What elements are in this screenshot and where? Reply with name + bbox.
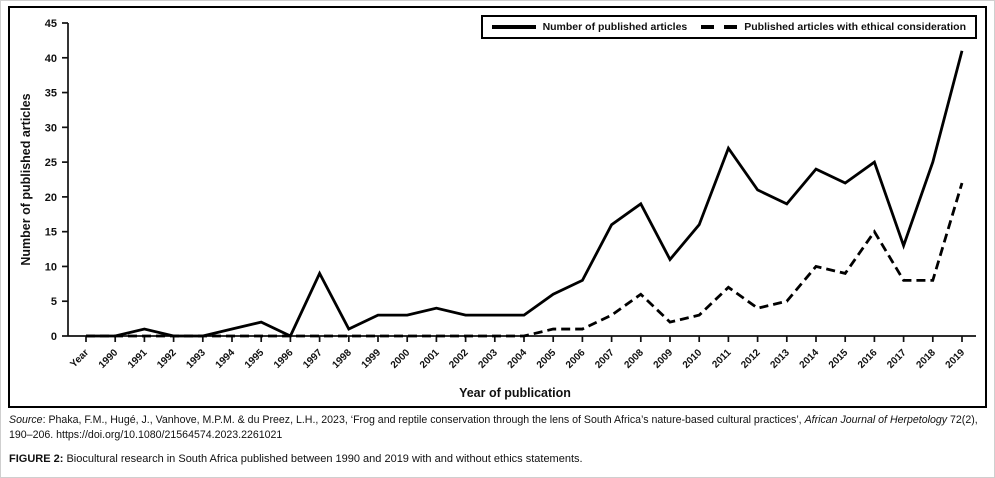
chart-legend: Number of published articles Published a… [480,15,977,39]
legend-item-published-articles: Number of published articles [491,21,688,33]
svg-text:2002: 2002 [447,347,471,371]
chart-frame: 0 5 10 15 20 25 30 35 40 45 Year 1990 1991 1992 1993 19… [8,6,987,408]
figure-caption: FIGURE 2: Biocultural research in South … [9,453,991,465]
source-text: : Phaka, F.M., Hugé, J., Vanhove, M.P.M.… [42,414,805,426]
journal-name: African Journal of Herpetology [804,414,948,426]
svg-text:2005: 2005 [535,347,559,371]
svg-text:1990: 1990 [97,347,121,371]
svg-text:1992: 1992 [155,347,179,371]
svg-text:2014: 2014 [798,347,822,371]
svg-text:2006: 2006 [564,347,588,371]
svg-text:2010: 2010 [681,347,705,371]
svg-text:45: 45 [45,18,57,30]
svg-text:2003: 2003 [476,347,500,371]
legend-label-published-articles: Number of published articles [542,21,688,33]
svg-text:2011: 2011 [710,347,733,370]
svg-text:25: 25 [45,157,57,169]
svg-text:10: 10 [45,261,57,273]
caption-text: Biocultural research in South Africa pub… [66,453,583,465]
svg-text:1993: 1993 [184,347,208,371]
svg-text:1995: 1995 [243,347,267,371]
svg-text:1996: 1996 [272,347,296,371]
svg-text:2016: 2016 [856,347,880,371]
svg-text:Number of published articles: Number of published articles [19,93,33,265]
svg-text:Year: Year [68,347,91,370]
svg-text:2008: 2008 [622,347,646,371]
svg-text:2017: 2017 [885,347,909,371]
svg-text:30: 30 [45,122,57,134]
source-tail: 72(2), 190–206. https://doi.org/10.1080/… [9,414,978,442]
svg-text:2000: 2000 [389,347,413,371]
svg-text:2007: 2007 [593,347,617,371]
legend-label-ethical-consideration: Published articles with ethical consider… [744,21,966,33]
svg-text:2019: 2019 [944,347,968,371]
svg-text:1999: 1999 [360,347,384,371]
svg-text:2013: 2013 [768,347,792,371]
svg-text:1994: 1994 [214,347,238,371]
svg-text:1998: 1998 [330,347,354,371]
svg-text:35: 35 [45,88,57,100]
source-label: Source [9,414,43,426]
svg-text:2009: 2009 [652,347,676,371]
svg-text:Year of publication: Year of publication [459,386,571,400]
svg-text:2012: 2012 [739,347,763,371]
svg-text:40: 40 [45,53,57,65]
solid-line-sample [491,25,536,29]
svg-text:2001: 2001 [418,347,442,371]
source-citation: Source: Phaka, F.M., Hugé, J., Vanhove, … [9,413,991,443]
legend-item-ethical-consideration: Published articles with ethical consider… [701,21,966,33]
svg-text:5: 5 [51,296,57,308]
svg-text:2018: 2018 [914,347,938,371]
dashed-line-sample [701,25,738,29]
svg-text:1997: 1997 [301,347,325,371]
svg-text:1991: 1991 [126,347,150,371]
svg-text:2015: 2015 [827,347,851,371]
svg-text:15: 15 [45,227,57,239]
svg-text:20: 20 [45,192,57,204]
caption-label: FIGURE 2: [9,453,64,465]
svg-text:0: 0 [51,331,57,343]
svg-text:2004: 2004 [506,347,530,371]
